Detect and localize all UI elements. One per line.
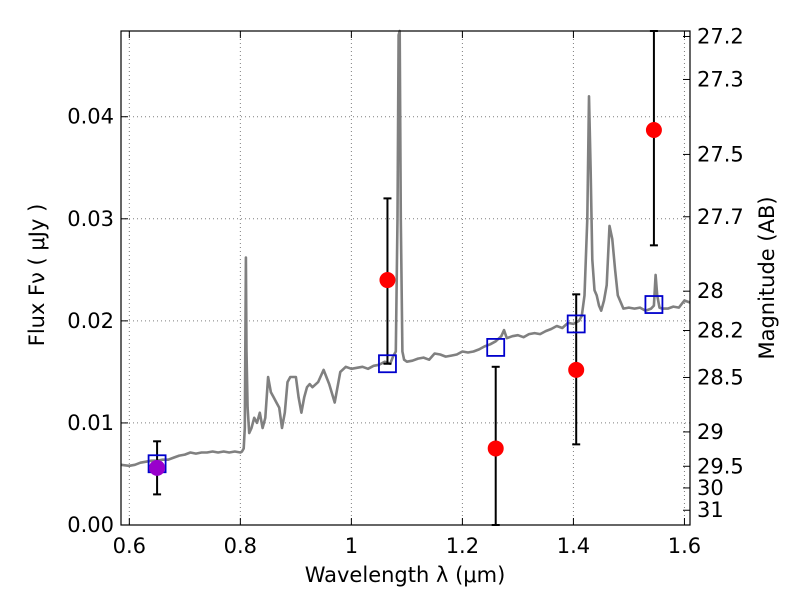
sed-model-line — [120, 29, 691, 468]
y-tick-labels: 0.00 0.01 0.02 0.03 0.04 — [67, 105, 114, 537]
y-tick-label: 0.01 — [67, 411, 114, 435]
magnitude-tick-label: 29 — [697, 420, 724, 444]
magnitude-axis-label: Magnitude (AB) — [755, 196, 779, 359]
x-tick-label: 1 — [345, 534, 358, 558]
y-tick-label: 0.03 — [67, 207, 114, 231]
magnitude-tick-label: 28 — [697, 279, 724, 303]
axis-ticks — [121, 31, 690, 526]
x-tick-label: 0.6 — [113, 534, 146, 558]
x-tick-label: 1.2 — [446, 534, 479, 558]
magnitude-tick-label: 28.5 — [697, 365, 744, 389]
y-tick-label: 0.00 — [67, 513, 114, 537]
y-tick-label: 0.04 — [67, 105, 114, 129]
magnitude-tick-label: 27.3 — [697, 67, 744, 91]
grid — [121, 31, 690, 525]
y-tick-label: 0.02 — [67, 309, 114, 333]
magnitude-tick-label: 27.7 — [697, 205, 744, 229]
model-photometry-marker — [644, 295, 664, 314]
model-photometry-marker — [378, 354, 397, 374]
x-tick-label: 1.6 — [668, 534, 701, 558]
highlight-point — [149, 459, 166, 476]
observed-point — [487, 440, 504, 457]
observed-point — [568, 361, 585, 378]
magnitude-tick-label: 29.5 — [697, 454, 744, 478]
x-tick-label: 0.8 — [224, 534, 257, 558]
x-axis-label: Wavelength λ (μm) — [305, 563, 506, 587]
magnitude-tick-label: 30 — [697, 476, 724, 500]
observed-point — [379, 272, 396, 289]
x-tick-label: 1.4 — [557, 534, 590, 558]
plot-frame — [120, 30, 691, 526]
model-photometry-marker — [486, 338, 506, 357]
magnitude-tick-label: 27.5 — [697, 142, 744, 166]
model-photometry-marker — [566, 314, 586, 334]
error-bars — [153, 30, 658, 526]
data-points — [147, 122, 664, 476]
observed-point — [645, 122, 662, 139]
magnitude-tick-label: 31 — [697, 498, 724, 522]
x-tick-labels: 0.6 0.8 1 1.2 1.4 1.6 — [113, 534, 702, 558]
y-axis-label: Flux Fν ( μJy ) — [25, 204, 49, 347]
sed-model — [120, 29, 691, 468]
magnitude-tick-label: 27.2 — [697, 24, 744, 48]
magnitude-tick-label: 28.2 — [697, 319, 744, 343]
